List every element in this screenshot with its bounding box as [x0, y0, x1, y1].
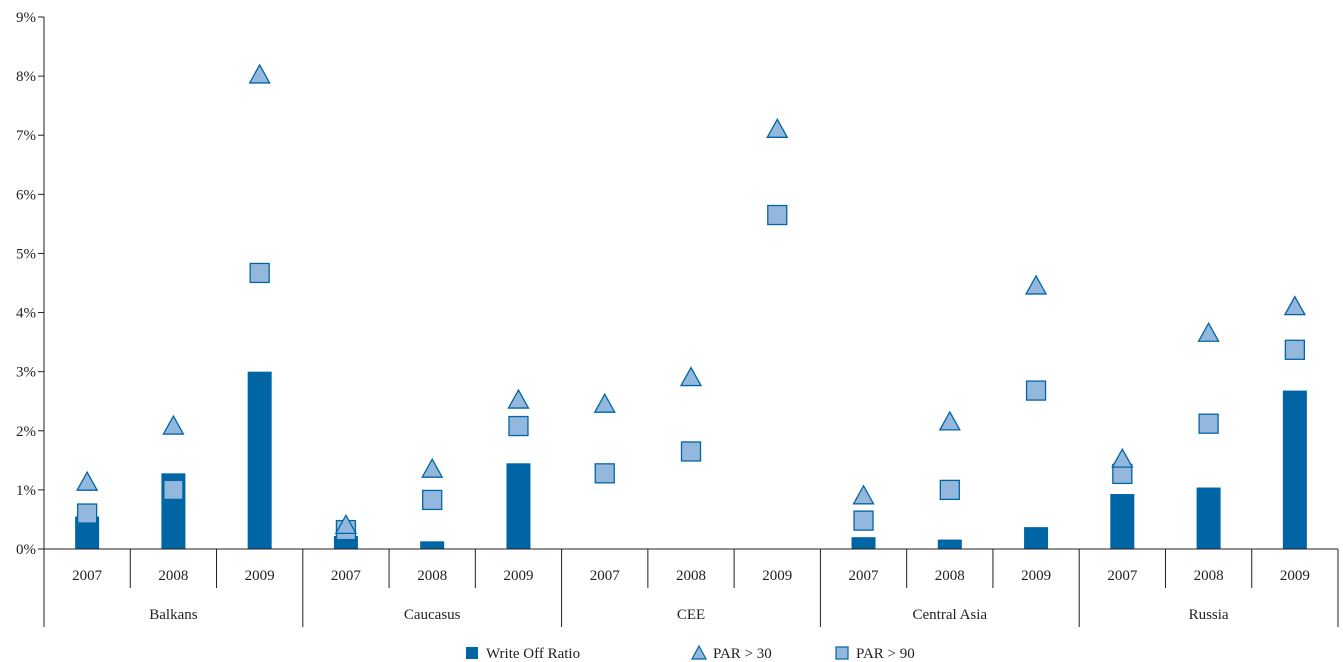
write-off-bar	[420, 541, 445, 549]
y-tick-label: 2%	[16, 424, 36, 440]
year-label: 2008	[158, 568, 188, 584]
legend-square-swatch	[835, 646, 849, 660]
year-label: 2007	[849, 568, 880, 584]
group-label: Central Asia	[913, 607, 988, 623]
par30-marker	[938, 410, 961, 431]
year-label: 2008	[1194, 568, 1224, 584]
par90-marker	[163, 479, 184, 501]
par90-marker	[508, 415, 529, 437]
y-axis: 0% 1% 2% 3% 4% 5% 6% 7% 8% 9%	[16, 10, 45, 558]
y-tick-label: 7%	[16, 128, 36, 144]
par30-marker	[1283, 295, 1306, 316]
year-label: 2009	[1021, 568, 1051, 584]
group-label: CEE	[677, 607, 705, 623]
group-label: Balkans	[149, 607, 197, 623]
par30-marker	[766, 117, 789, 138]
par90-marker	[1198, 413, 1219, 434]
par30-marker	[1111, 447, 1134, 468]
legend-label: PAR > 30	[713, 646, 772, 662]
y-tick-label: 3%	[16, 365, 36, 381]
year-label: 2009	[503, 568, 533, 584]
par90-marker	[680, 441, 702, 462]
y-tick-label: 0%	[16, 542, 36, 558]
par30-marker	[507, 388, 530, 409]
year-label: 2007	[331, 568, 362, 584]
par30-marker	[593, 392, 616, 413]
legend-label: PAR > 90	[856, 646, 915, 662]
par30-markers	[76, 63, 1306, 535]
write-off-bar	[506, 463, 531, 549]
write-off-bar	[1024, 527, 1049, 549]
par90-marker	[1025, 380, 1047, 401]
year-label: 2009	[1280, 568, 1310, 584]
y-tick-label: 4%	[16, 306, 36, 322]
legend-bar-swatch	[466, 647, 478, 659]
write-off-bar	[1196, 487, 1221, 549]
par30-marker	[421, 457, 444, 478]
par30-marker	[679, 366, 703, 387]
y-tick-label: 6%	[16, 187, 36, 203]
year-label: 2009	[762, 568, 792, 584]
write-off-bar	[851, 537, 876, 549]
year-label: 2007	[590, 568, 621, 584]
y-tick-label: 5%	[16, 246, 36, 262]
year-label: 2008	[417, 568, 447, 584]
x-axis: 2007 2008 2009 2007 2008 2009 2007 2008 2009 2007…	[43, 548, 1339, 627]
y-tick-label: 1%	[16, 483, 36, 499]
par90-marker	[422, 489, 443, 511]
par90-marker	[249, 262, 270, 284]
legend-label: Write Off Ratio	[486, 646, 580, 662]
par30-marker	[248, 63, 271, 84]
par30-marker	[1024, 274, 1048, 295]
legend-triangle-swatch	[690, 644, 708, 660]
par30-marker	[852, 484, 875, 505]
legend: Write Off Ratio PAR > 30 PAR > 90	[466, 644, 915, 662]
group-label: Russia	[1189, 607, 1229, 623]
write-off-bar	[1110, 494, 1135, 549]
write-off-bar	[247, 371, 272, 549]
par30-marker	[76, 470, 99, 491]
y-tick-label: 8%	[16, 69, 36, 85]
par90-marker	[939, 479, 960, 501]
par90-marker	[1284, 339, 1306, 360]
year-label: 2007	[72, 568, 103, 584]
par90-marker	[594, 463, 615, 484]
par90-markers	[76, 204, 1306, 541]
write-off-bar	[1282, 390, 1307, 549]
year-label: 2007	[1107, 568, 1138, 584]
group-label: Caucasus	[404, 607, 461, 623]
write-off-bar	[937, 539, 962, 549]
year-label: 2009	[245, 568, 275, 584]
par90-marker	[76, 503, 98, 524]
par30-marker	[1197, 321, 1220, 342]
y-tick-label: 9%	[16, 10, 36, 26]
year-label: 2008	[935, 568, 965, 584]
par90-marker	[853, 510, 874, 531]
par30-marker	[162, 414, 185, 435]
year-label: 2008	[676, 568, 706, 584]
par30-marker	[334, 514, 358, 535]
par90-marker	[767, 204, 788, 226]
